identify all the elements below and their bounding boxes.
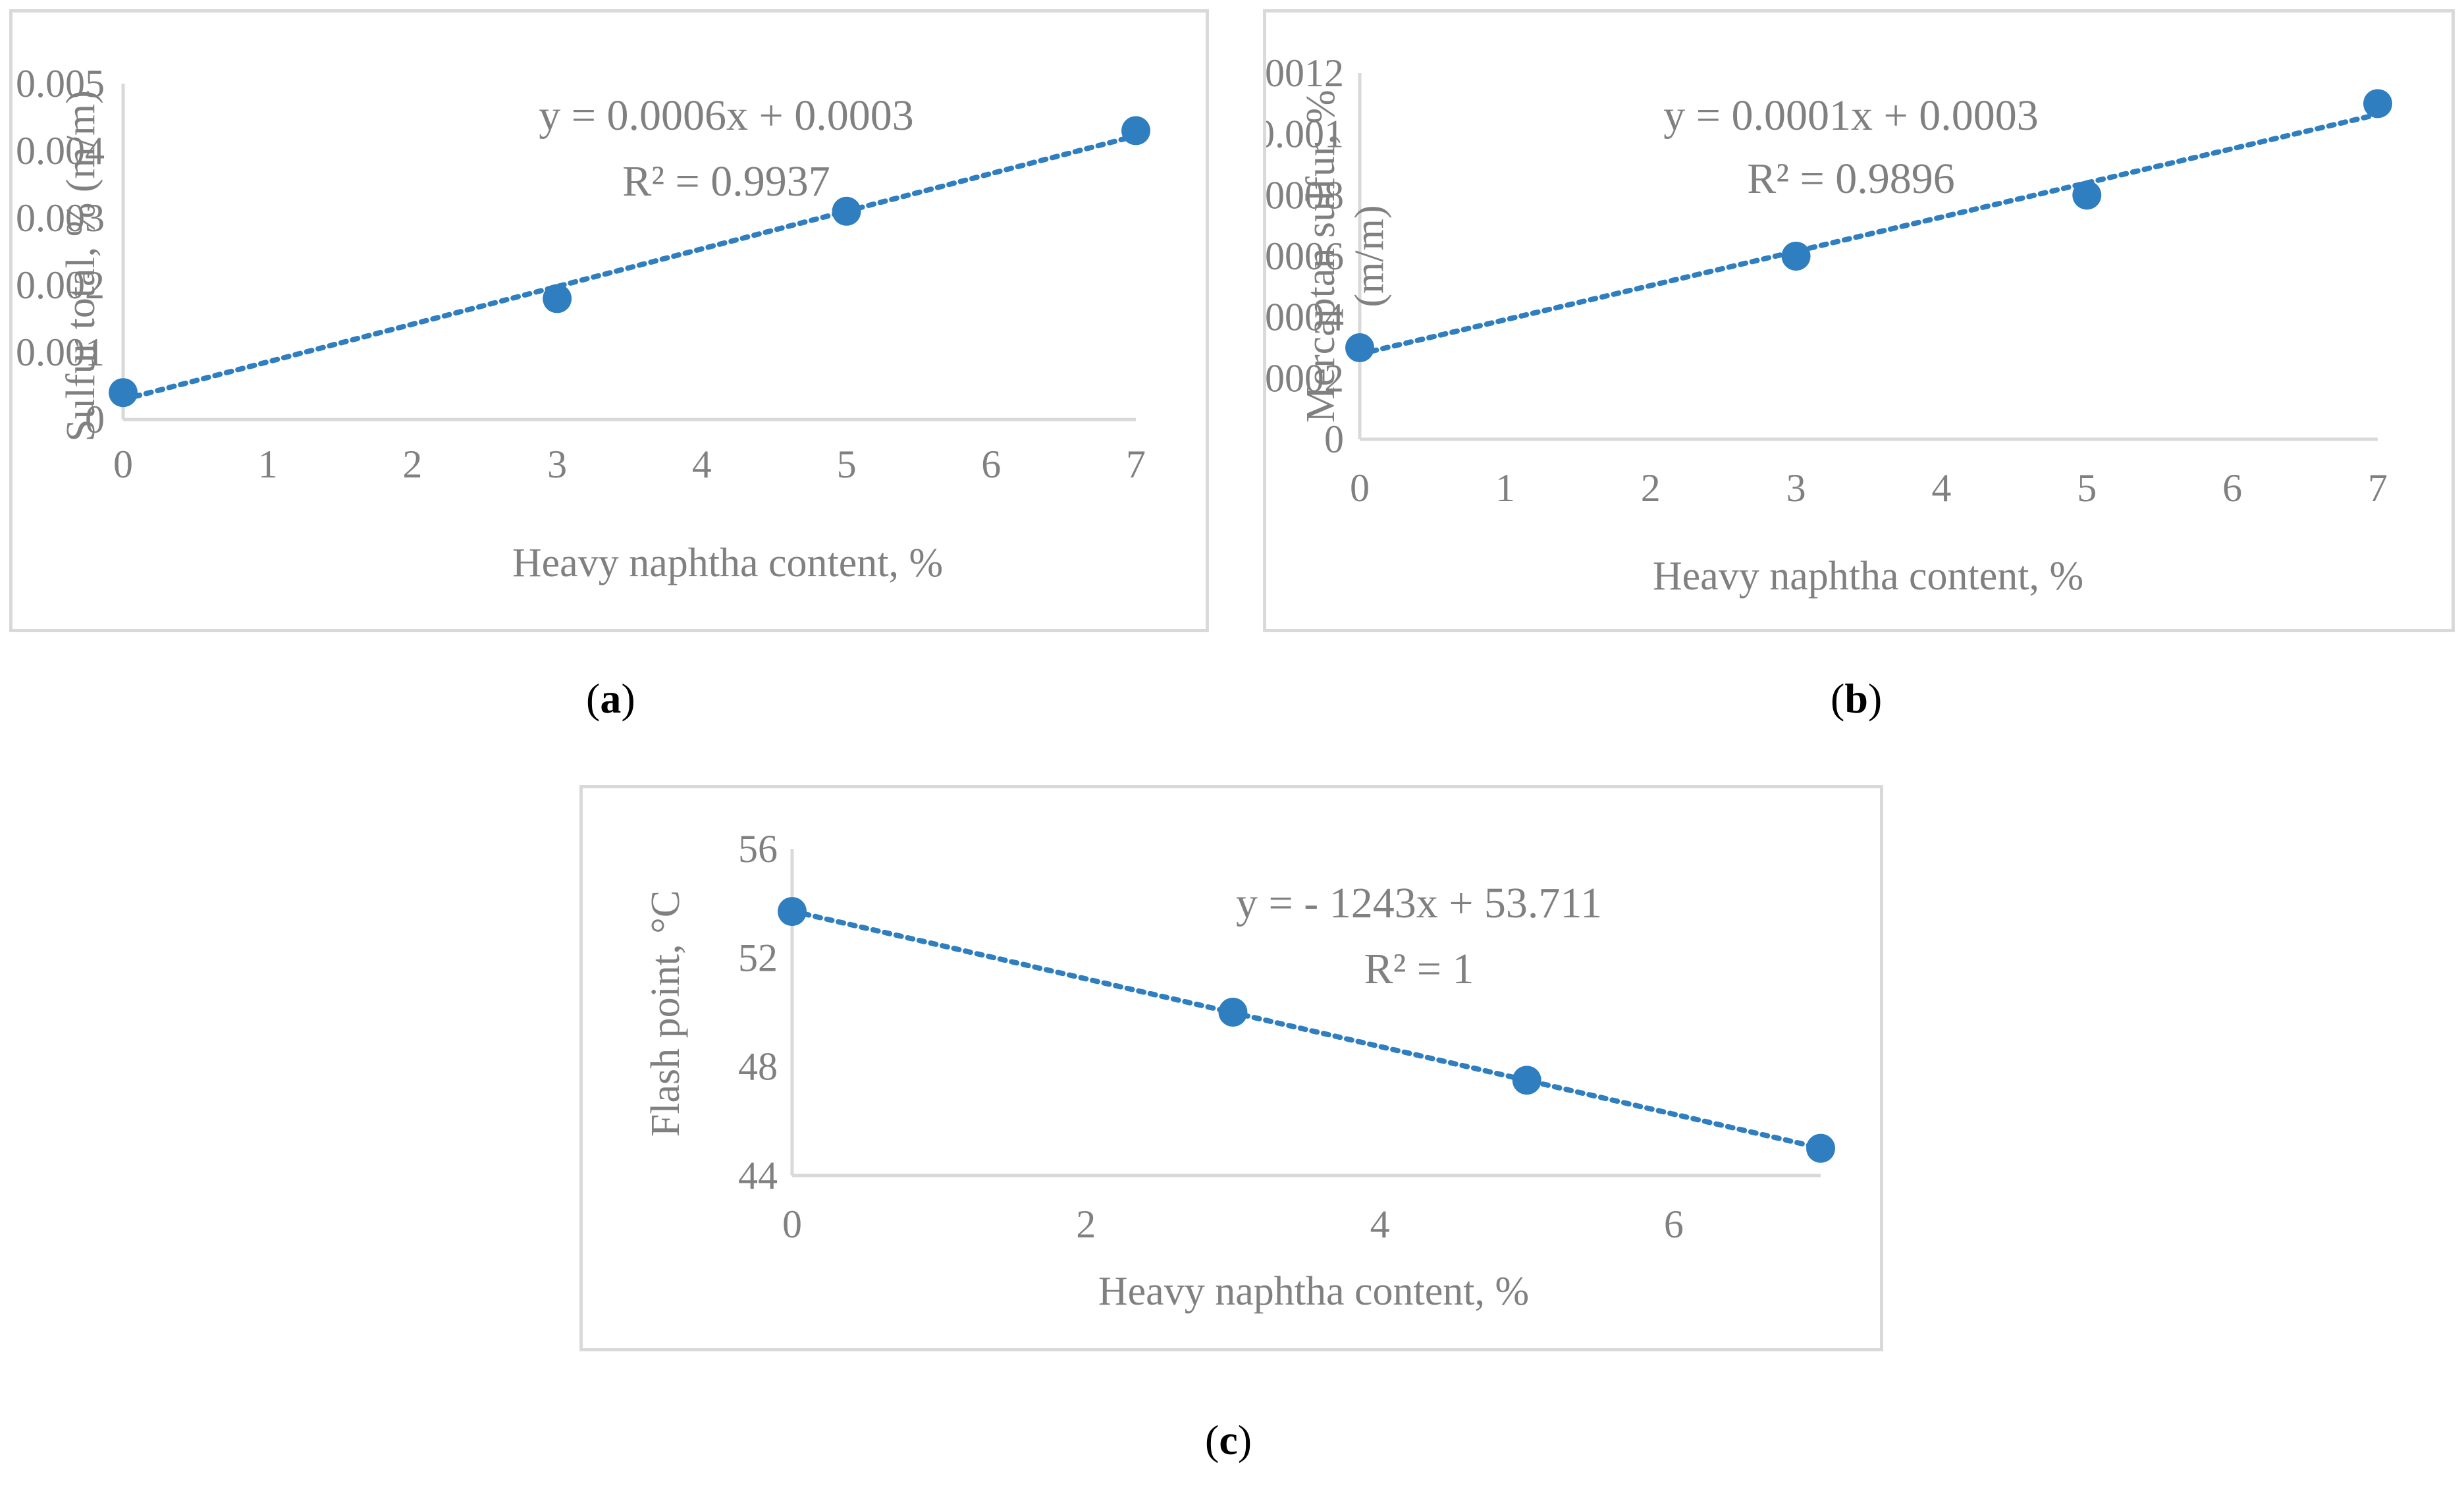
- caption-b: (b): [1831, 675, 1883, 722]
- x-axis-title: Heavy naphtha content, %: [1098, 1269, 1529, 1314]
- y-tick-label: 0.002: [16, 263, 105, 307]
- x-tick-label: 5: [2077, 466, 2097, 510]
- x-tick-label: 7: [2368, 466, 2388, 510]
- x-tick-label: 6: [2222, 466, 2242, 510]
- caption-a-letter: a: [600, 675, 622, 722]
- x-tick-label: 5: [837, 443, 857, 486]
- chart-a: 0 0.001 0.002 0.003 0.004 0.005 0 1 2 3 4 5 6 7 Heavy …: [16, 62, 1150, 585]
- trendline-equation: y = 0.0006x + 0.0003: [539, 92, 913, 140]
- y-tick-label: 0.003: [16, 196, 105, 240]
- data-point: [2363, 89, 2392, 119]
- x-axis-title: Heavy naphtha content, %: [1653, 554, 2083, 599]
- data-point: [1121, 116, 1150, 146]
- caption-a: (a): [586, 675, 635, 722]
- caption-c: (c): [1205, 1417, 1252, 1463]
- x-tick-label: 3: [547, 443, 567, 486]
- chart-panel-c: 44 48 52 56 0 2 4 6 Heavy naphtha content, % Flas…: [579, 785, 1883, 1351]
- x-axis-title: Heavy naphtha content, %: [512, 541, 943, 585]
- data-point: [2072, 180, 2102, 210]
- data-point: [1781, 242, 1811, 271]
- y-tick-label: 0.0004: [1266, 296, 1344, 339]
- y-tick-label: 0.004: [16, 129, 105, 173]
- x-tick-label: 6: [1664, 1203, 1684, 1246]
- x-tick-label: 2: [402, 443, 422, 486]
- y-axis-title-line: Flash point, °C: [643, 890, 688, 1137]
- y-axis-title: Sulfur total, % (m/m): [59, 90, 103, 442]
- x-tick-label: 4: [692, 443, 712, 486]
- trendline: [1357, 111, 2380, 357]
- trendline-equation: y = 0.0001x + 0.0003: [1663, 92, 2038, 140]
- x-tick-label: 1: [1495, 466, 1515, 510]
- trendline: [790, 908, 1823, 1151]
- x-tick-label: 2: [1076, 1203, 1096, 1246]
- data-point: [1512, 1066, 1541, 1095]
- x-tick-label: 0: [1350, 466, 1370, 510]
- trendline-r2: R² = 0.9896: [1747, 155, 1955, 203]
- x-tick-label: 4: [1931, 466, 1951, 510]
- y-tick-label: 0.001: [16, 331, 105, 374]
- y-tick-label: 52: [738, 936, 778, 979]
- chart-c: 44 48 52 56 0 2 4 6 Heavy naphtha content, % Flas…: [643, 827, 1835, 1314]
- data-point: [1806, 1133, 1835, 1163]
- data-point: [832, 196, 861, 226]
- y-tick-label: 0.001: [1266, 113, 1344, 156]
- trendline-r2: R² = 1: [1364, 945, 1474, 993]
- trendline-equation: y = - 1243x + 53.711: [1236, 879, 1602, 927]
- y-tick-label: 0.0006: [1266, 234, 1344, 278]
- chart-panel-a: 0 0.001 0.002 0.003 0.004 0.005 0 1 2 3 4 5 6 7 Heavy …: [9, 9, 1209, 632]
- caption-c-letter: c: [1219, 1417, 1238, 1463]
- y-axis-title: Flash point, °C: [643, 890, 688, 1137]
- x-tick-label: 0: [782, 1203, 802, 1246]
- data-point: [109, 378, 138, 408]
- y-tick-label: 0.0002: [1266, 356, 1344, 400]
- x-tick-label: 2: [1641, 466, 1661, 510]
- y-axis-title: Mercaptan sulfur, % (m/m): [1299, 90, 1392, 422]
- y-axis-title-line: (m/m): [1347, 205, 1392, 308]
- data-point: [778, 897, 807, 927]
- y-tick-label: 0: [85, 398, 105, 441]
- y-tick-label: 0.0008: [1266, 173, 1344, 217]
- y-tick-label: 56: [738, 827, 778, 871]
- y-tick-label: 0.005: [16, 62, 105, 105]
- y-axis-title-line: Sulfur total, % (m/m): [59, 90, 103, 442]
- x-tick-label: 1: [258, 443, 278, 486]
- x-tick-label: 3: [1786, 466, 1806, 510]
- trendline: [121, 133, 1138, 402]
- caption-b-letter: b: [1844, 675, 1868, 722]
- y-tick-label: 0.0012: [1266, 51, 1344, 95]
- y-axis-title-line: Mercaptan sulfur, %: [1299, 90, 1343, 422]
- x-tick-label: 7: [1126, 443, 1146, 486]
- data-point: [1218, 998, 1248, 1027]
- data-point: [543, 284, 572, 313]
- y-tick-label: 48: [738, 1045, 778, 1089]
- x-tick-label: 0: [113, 443, 133, 486]
- chart-b: 0 0.0002 0.0004 0.0006 0.0008 0.001 0.0012 0 1 2 3…: [1266, 51, 2392, 599]
- x-tick-label: 6: [981, 443, 1001, 486]
- chart-panel-b: 0 0.0002 0.0004 0.0006 0.0008 0.001 0.0012 0 1 2 3…: [1263, 9, 2455, 632]
- x-tick-label: 4: [1370, 1203, 1390, 1246]
- y-tick-label: 44: [738, 1154, 778, 1197]
- data-point: [1345, 333, 1374, 362]
- y-tick-label: 0: [1324, 418, 1344, 461]
- trendline-r2: R² = 0.9937: [622, 157, 830, 205]
